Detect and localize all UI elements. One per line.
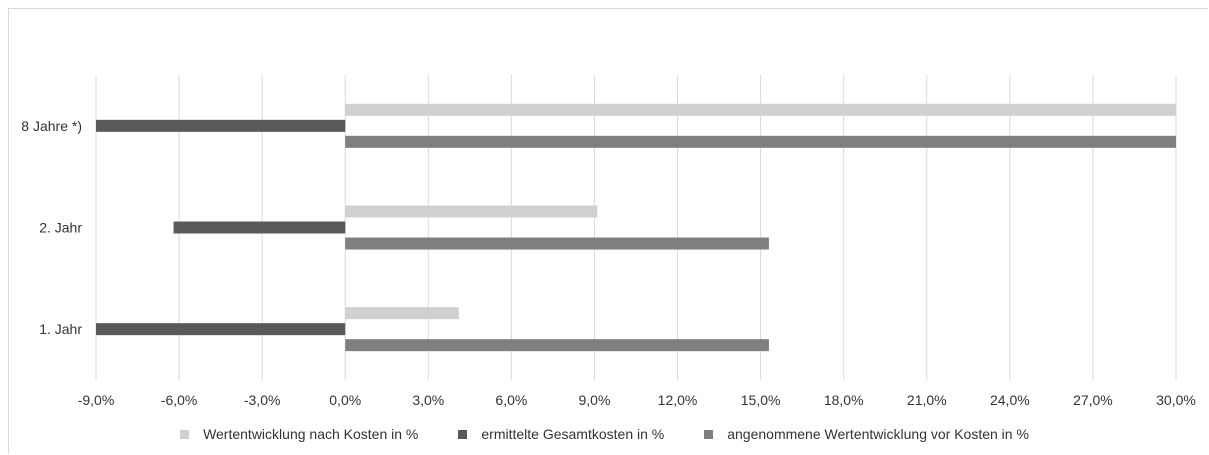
legend-swatch-before-costs — [704, 429, 714, 439]
x-tick-label: 27,0% — [1073, 392, 1113, 408]
x-tick-label: -9,0% — [78, 392, 115, 408]
legend-label-before-costs: angenommene Wertentwicklung vor Kosten i… — [727, 426, 1029, 442]
bar-after-costs — [345, 205, 598, 218]
legend-label-after-costs: Wertentwicklung nach Kosten in % — [203, 426, 419, 442]
x-tick-label: 24,0% — [990, 392, 1030, 408]
x-tick-label: 12,0% — [658, 392, 698, 408]
x-tick-label: 0,0% — [329, 392, 361, 408]
legend: Wertentwicklung nach Kosten in % ermitte… — [0, 426, 1209, 442]
chart-frame — [8, 8, 1208, 454]
bar-before-costs — [345, 237, 769, 250]
x-tick-label: 6,0% — [495, 392, 527, 408]
category-label: 1. Jahr — [39, 321, 82, 337]
x-tick-label: -3,0% — [244, 392, 281, 408]
category-labels: 8 Jahre *) 2. Jahr 1. Jahr — [21, 118, 82, 337]
bar-before-costs — [345, 135, 1176, 148]
bar-after-costs — [345, 307, 459, 320]
bar-total-costs — [96, 323, 346, 336]
bar-total-costs — [96, 119, 346, 132]
legend-swatch-after-costs — [180, 429, 190, 439]
legend-item-before-costs: angenommene Wertentwicklung vor Kosten i… — [704, 426, 1029, 442]
legend-swatch-total-costs — [458, 429, 468, 439]
x-tick-label: 18,0% — [824, 392, 864, 408]
legend-item-after-costs: Wertentwicklung nach Kosten in % — [180, 426, 418, 442]
category-label: 2. Jahr — [39, 220, 82, 236]
bar-total-costs — [173, 221, 346, 234]
bar-after-costs — [345, 103, 1176, 116]
x-tick-label: 9,0% — [579, 392, 611, 408]
bar-before-costs — [345, 339, 769, 352]
x-tick-label: 30,0% — [1156, 392, 1196, 408]
bars — [96, 103, 1176, 352]
x-tick-labels: -9,0% -6,0% -3,0% 0,0% 3,0% 6,0% 9,0% 12,0% 15,0… — [78, 392, 1196, 408]
legend-label-total-costs: ermittelte Gesamtkosten in % — [481, 426, 665, 442]
x-tick-label: -6,0% — [161, 392, 198, 408]
x-tick-label: 21,0% — [907, 392, 947, 408]
legend-item-total-costs: ermittelte Gesamtkosten in % — [458, 426, 664, 442]
category-label: 8 Jahre *) — [21, 118, 82, 134]
x-tick-label: 15,0% — [741, 392, 781, 408]
x-tick-label: 3,0% — [412, 392, 444, 408]
